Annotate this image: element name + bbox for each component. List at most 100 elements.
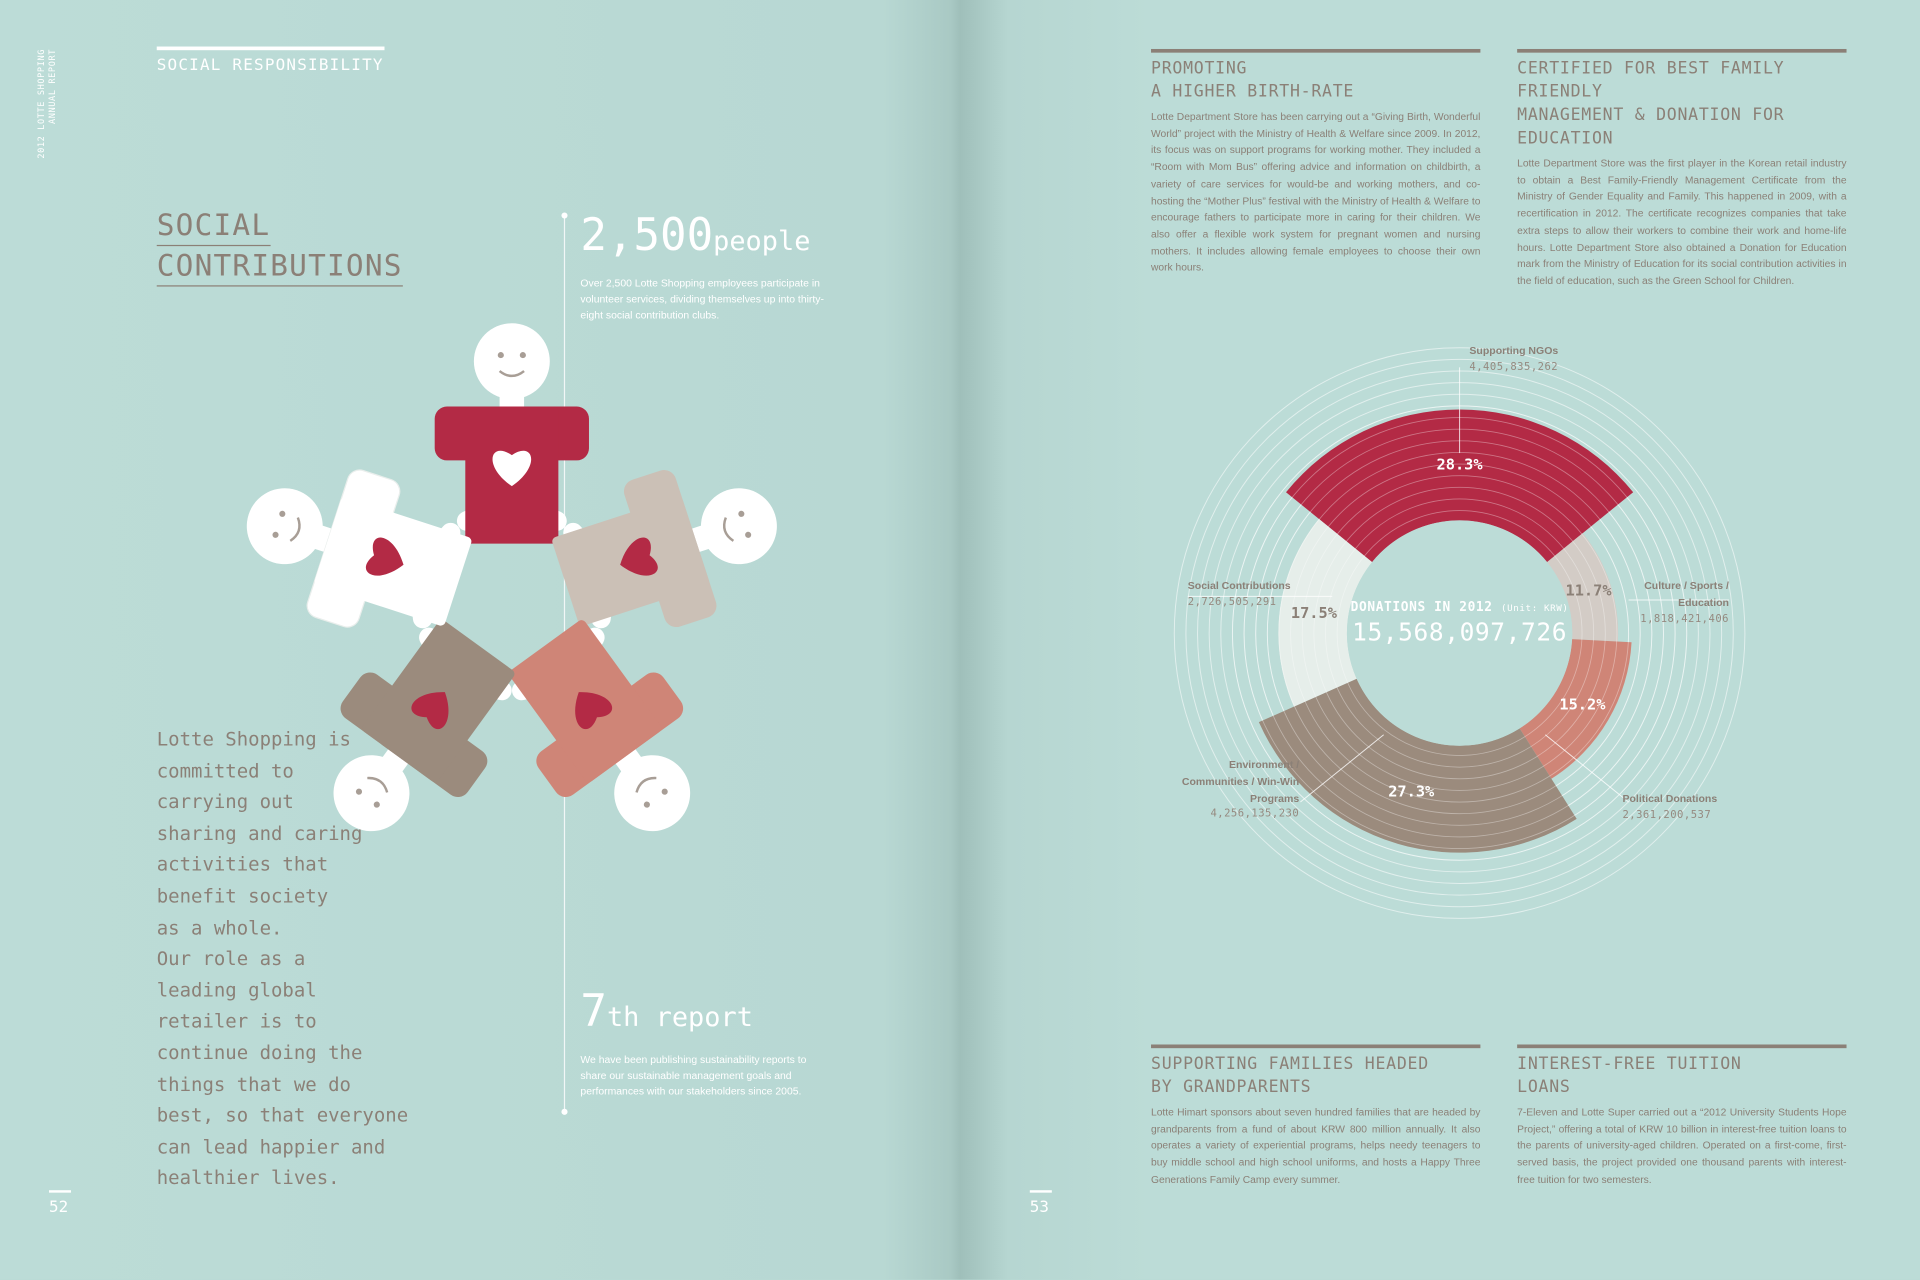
category-name: Political Donations xyxy=(1622,792,1718,805)
figure xyxy=(333,620,515,832)
figure-eye xyxy=(519,352,526,359)
quote-line: activities that xyxy=(156,853,329,876)
article-title-line: MANAGEMENT & DONATION FOR EDUCATION xyxy=(1517,105,1785,149)
category-name: Social Contributions xyxy=(1187,579,1291,592)
quote-line: healthier lives. xyxy=(156,1167,340,1190)
chart-ring-overlay xyxy=(1290,463,1630,803)
section-label: SOCIAL RESPONSIBILITY xyxy=(156,46,385,75)
figure xyxy=(434,323,589,544)
quote-line: Our role as a xyxy=(156,947,306,970)
leader-line xyxy=(1300,734,1384,803)
figure-mouth xyxy=(635,776,657,793)
figure-eye xyxy=(497,352,504,359)
page-number: 52 xyxy=(48,1190,72,1217)
segment-percent: 27.3% xyxy=(1388,783,1435,801)
donut-segment xyxy=(1258,678,1577,853)
figure-eye xyxy=(745,531,752,538)
chart-center: DONATIONS IN 2012 (Unit: KRW) 15,568,097… xyxy=(1337,600,1582,647)
title-line: CONTRIBUTIONS xyxy=(156,246,403,287)
chart-ring xyxy=(1173,347,1746,919)
article-title: PROMOTING A HIGHER BIRTH-RATE xyxy=(1151,48,1481,104)
segment-percent: 28.3% xyxy=(1437,455,1484,473)
figure-head xyxy=(614,755,691,832)
quote-line: continue doing the xyxy=(156,1041,363,1065)
figure-heart xyxy=(411,692,449,730)
quote-line: leading global xyxy=(156,979,317,1002)
figure-mouth xyxy=(367,776,389,793)
category-name: Environment / Communities / Win-Win Prog… xyxy=(1181,757,1300,804)
article-title-line: LOANS xyxy=(1517,1077,1571,1098)
article-title-line: A HIGHER BIRTH-RATE xyxy=(1151,82,1355,102)
quote-line: Lotte Shopping is xyxy=(156,728,351,751)
stat-block: 7th report We have been publishing susta… xyxy=(580,987,813,1100)
category-amount: 2,361,200,537 xyxy=(1622,809,1712,822)
figure xyxy=(246,469,472,628)
guide-dot xyxy=(561,212,568,219)
title-line: SOCIAL xyxy=(156,206,271,247)
chart-ring xyxy=(1185,358,1734,908)
chart-ring-overlay xyxy=(1325,498,1595,768)
article: PROMOTING A HIGHER BIRTH-RATE Lotte Depart… xyxy=(1151,48,1481,277)
side-label-line: 2012 LOTTE SHOPPING xyxy=(36,48,47,159)
stat-number: 2,500 xyxy=(580,210,714,261)
figure-head xyxy=(333,755,410,832)
stat-unit: people xyxy=(713,226,811,258)
chart-ring-overlay xyxy=(1301,475,1618,791)
figure-head xyxy=(473,323,550,400)
figure-heart xyxy=(575,692,613,730)
donut-segment xyxy=(1547,533,1619,642)
donut-segment xyxy=(1519,639,1632,779)
segment-percent: 17.5% xyxy=(1291,604,1338,622)
article-title: CERTIFIED FOR BEST FAMILY FRIENDLY MANAGE… xyxy=(1517,48,1847,151)
category-label: Environment / Communities / Win-Win Prog… xyxy=(1181,757,1300,825)
category-label: Culture / Sports / Education 1,818,421,40… xyxy=(1611,578,1729,629)
quote: Lotte Shopping is committed to carrying ou… xyxy=(157,725,408,1195)
side-label: 2012 LOTTE SHOPPING ANNUAL REPORT xyxy=(37,49,59,159)
article-body: Lotte Himart sponsors about seven hundre… xyxy=(1151,1105,1481,1186)
article-title-line: BY GRANDPARENTS xyxy=(1151,1077,1312,1098)
article-title-line: PROMOTING xyxy=(1151,58,1248,79)
category-label: Social Contributions 2,726,505,291 xyxy=(1188,578,1306,612)
quote-line: best, so that everyone xyxy=(156,1104,409,1127)
figure-eye xyxy=(738,510,745,517)
figure-head xyxy=(700,488,777,565)
quote-line: carrying out xyxy=(156,791,294,814)
figure xyxy=(509,620,691,832)
article: SUPPORTING FAMILIES HEADED BY GRANDPARENT… xyxy=(1151,1044,1481,1188)
figure-eye xyxy=(661,788,668,795)
figure-neck xyxy=(381,745,411,774)
chart-unit: (Unit: KRW) xyxy=(1500,602,1569,614)
article-body: Lotte Department Store was the first pla… xyxy=(1517,156,1847,287)
figure-head xyxy=(246,488,323,565)
guide-dot xyxy=(561,1108,568,1115)
figure-eye xyxy=(373,801,380,808)
quote-line: sharing and caring xyxy=(156,822,363,845)
quote-line: benefit society xyxy=(156,885,329,908)
article-title: INTEREST-FREE TUITION LOANS xyxy=(1517,1044,1847,1099)
quote-line: committed to xyxy=(156,759,294,782)
article-title: SUPPORTING FAMILIES HEADED BY GRANDPARENT… xyxy=(1151,1044,1481,1099)
stat-number: 7 xyxy=(580,986,607,1038)
figure-eye xyxy=(643,801,650,808)
category-amount: 4,256,135,230 xyxy=(1210,808,1300,821)
category-name: Culture / Sports / Education xyxy=(1644,579,1729,609)
article: INTEREST-FREE TUITION LOANS 7-Eleven and L… xyxy=(1517,1044,1847,1188)
quote-line: as a whole. xyxy=(156,916,283,939)
article-body: 7-Eleven and Lotte Super carried out a “… xyxy=(1517,1105,1847,1186)
figure-heart xyxy=(365,537,404,576)
category-label: Supporting NGOs 4,405,835,262 xyxy=(1469,343,1587,377)
stat-block: 2,500people Over 2,500 Lotte Shopping em… xyxy=(580,211,840,324)
segment-percent: 11.7% xyxy=(1566,582,1613,600)
figure-eye xyxy=(355,788,363,795)
quote-line: things that we do xyxy=(156,1073,351,1096)
category-amount: 2,726,505,291 xyxy=(1187,596,1277,609)
article-body: Lotte Department Store has been carrying… xyxy=(1151,110,1481,274)
segment-percent: 15.2% xyxy=(1559,696,1606,714)
donut-segment xyxy=(1286,409,1634,563)
figure-eye xyxy=(272,531,279,538)
quote-line: retailer is to xyxy=(156,1010,317,1033)
page-number: 53 xyxy=(1029,1190,1052,1217)
